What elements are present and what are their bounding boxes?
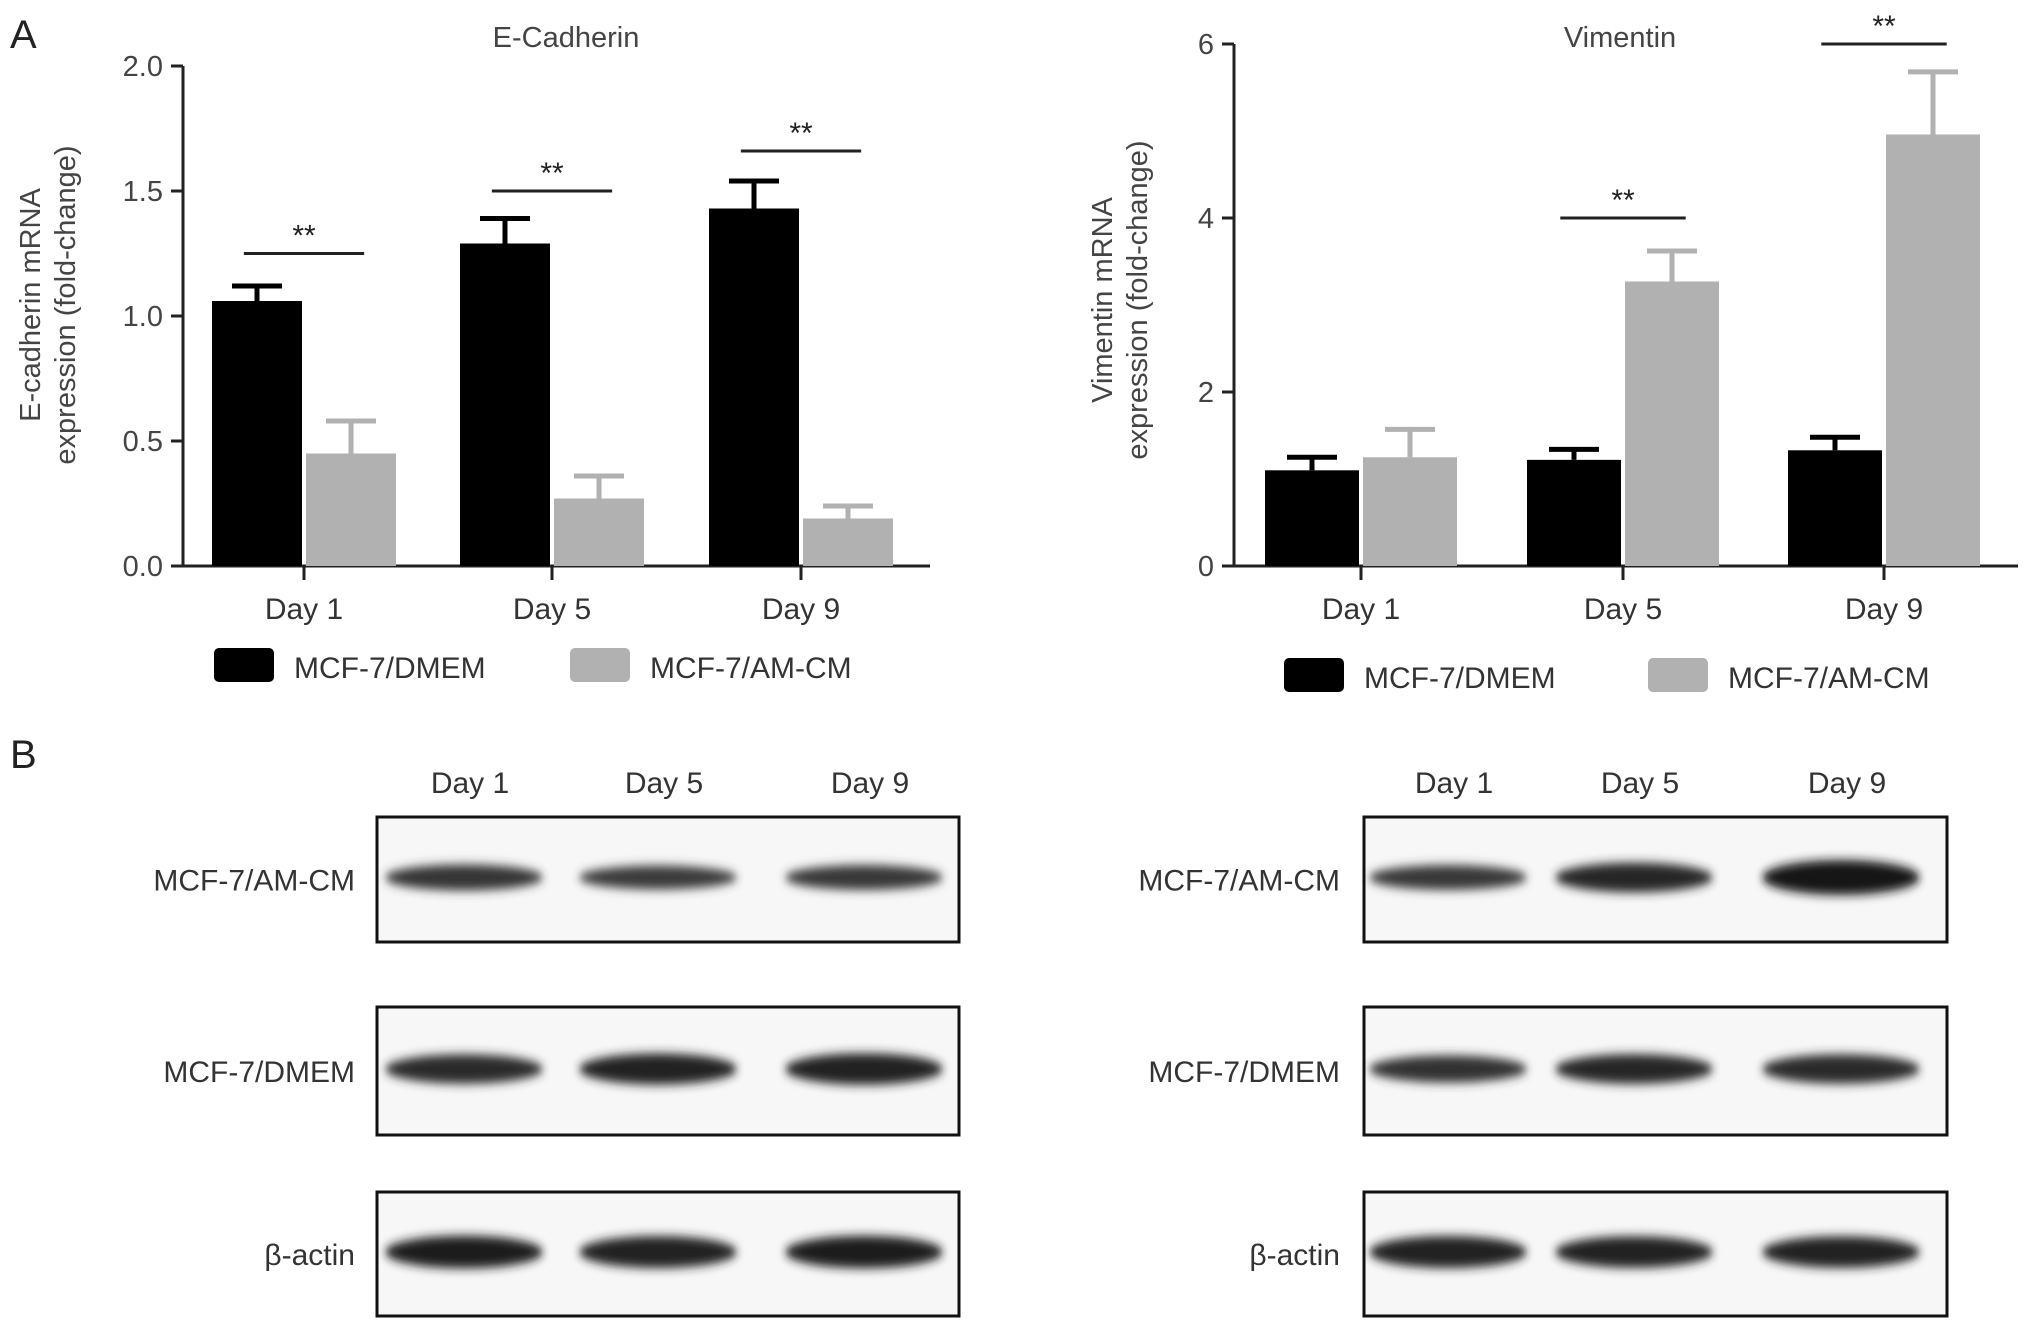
lane-label: Day 1: [1415, 767, 1493, 800]
x-tick-label: Day 5: [1584, 593, 1662, 626]
protein-band: [785, 1235, 943, 1269]
panel-letter-b: B: [10, 733, 37, 777]
western-blot-e-cadherin: Day 1 Day 5 Day 9 MCF-7/AM-CM MCF-7/DMEM β-ac…: [153, 767, 961, 1318]
blot-row-label: MCF-7/DMEM: [163, 1056, 355, 1089]
blot-row-label: MCF-7/AM-CM: [1138, 865, 1340, 898]
significance-label: **: [292, 220, 316, 253]
bar-mcf-7-dmem: [709, 208, 799, 566]
protein-band: [1762, 1054, 1920, 1084]
bar-mcf-7-dmem: [212, 301, 302, 566]
chart-e-cadherin: E-Cadherin E-cadherin mRNA expression (fol…: [15, 22, 930, 626]
bar-mcf-7-am-cm: [554, 498, 644, 566]
y-tick-label: 2: [1198, 377, 1214, 409]
blot-row-label: β-actin: [264, 1239, 355, 1272]
y-axis-label-line1: E-cadherin mRNA: [15, 188, 47, 422]
protein-band: [579, 1053, 737, 1085]
significance-label: **: [1611, 184, 1635, 217]
western-blot-vimentin: Day 1 Day 5 Day 9 MCF-7/AM-CM MCF-7/DMEM β-ac…: [1138, 767, 1949, 1318]
legend-label: MCF-7/DMEM: [294, 652, 486, 685]
protein-band: [1369, 1055, 1527, 1083]
legend-swatch: [214, 648, 274, 682]
y-tick-label: 4: [1198, 203, 1214, 235]
chart-title: E-Cadherin: [493, 22, 640, 54]
legend-label: MCF-7/AM-CM: [1728, 662, 1930, 695]
lane-label: Day 9: [831, 767, 909, 800]
protein-band: [579, 1235, 737, 1269]
significance-label: **: [1872, 10, 1896, 43]
bar-mcf-7-dmem: [1265, 470, 1359, 566]
bar-mcf-7-dmem: [1788, 450, 1882, 566]
x-tick-label: Day 1: [1322, 593, 1400, 626]
significance-label: **: [540, 157, 564, 190]
protein-band: [385, 864, 543, 891]
blot-row-label: β-actin: [1249, 1239, 1340, 1272]
y-tick-label: 0.0: [123, 551, 163, 583]
bar-mcf-7-am-cm: [1886, 134, 1980, 567]
chart-vimentin: Vimentin Vimentin mRNA expression (fold-ch…: [1087, 10, 2018, 626]
bar-mcf-7-am-cm: [1363, 457, 1457, 566]
y-axis-label-line2: expression (fold-change): [50, 145, 82, 464]
protein-band: [385, 1235, 543, 1269]
blot-row-label: MCF-7/DMEM: [1148, 1056, 1340, 1089]
x-tick-label: Day 1: [265, 593, 343, 626]
bar-mcf-7-dmem: [460, 243, 550, 566]
lane-label: Day 1: [431, 767, 509, 800]
y-tick-label: 1.0: [123, 301, 163, 333]
protein-band: [385, 1054, 543, 1084]
legend-swatch: [570, 648, 630, 682]
panel-letter-a: A: [10, 13, 37, 57]
y-tick-label: 0: [1198, 551, 1214, 583]
legend-vimentin: MCF-7/DMEM MCF-7/AM-CM: [1284, 658, 1930, 695]
y-axis-label-line2: expression (fold-change): [1122, 140, 1154, 459]
protein-band: [1369, 1235, 1527, 1269]
chart-title: Vimentin: [1564, 22, 1676, 54]
protein-band: [1555, 1054, 1713, 1084]
y-tick-label: 1.5: [123, 176, 163, 208]
x-tick-label: Day 5: [513, 593, 591, 626]
bar-mcf-7-am-cm: [1625, 281, 1719, 566]
significance-label: **: [789, 117, 813, 150]
y-tick-label: 2.0: [123, 51, 163, 83]
legend-label: MCF-7/AM-CM: [650, 652, 852, 685]
protein-band: [1369, 865, 1527, 890]
bar-mcf-7-am-cm: [803, 518, 893, 566]
protein-band: [785, 865, 943, 890]
protein-band: [579, 865, 737, 890]
protein-band: [1555, 1236, 1713, 1268]
lane-label: Day 5: [1601, 767, 1679, 800]
protein-band: [1555, 862, 1713, 893]
protein-band: [1762, 1236, 1920, 1268]
lane-label: Day 5: [625, 767, 703, 800]
y-axis-label-line1: Vimentin mRNA: [1087, 196, 1119, 402]
legend-swatch: [1648, 658, 1708, 692]
legend-e-cadherin: MCF-7/DMEM MCF-7/AM-CM: [214, 648, 852, 685]
y-tick-label: 0.5: [123, 426, 163, 458]
bar-mcf-7-dmem: [1527, 459, 1621, 566]
x-tick-label: Day 9: [1845, 593, 1923, 626]
x-tick-label: Day 9: [762, 593, 840, 626]
legend-label: MCF-7/DMEM: [1364, 662, 1556, 695]
protein-band: [1762, 860, 1920, 895]
lane-label: Day 9: [1808, 767, 1886, 800]
blot-row-label: MCF-7/AM-CM: [153, 865, 355, 898]
protein-band: [785, 1053, 943, 1085]
y-tick-label: 6: [1198, 29, 1214, 61]
bar-mcf-7-am-cm: [306, 453, 396, 566]
legend-swatch: [1284, 658, 1344, 692]
